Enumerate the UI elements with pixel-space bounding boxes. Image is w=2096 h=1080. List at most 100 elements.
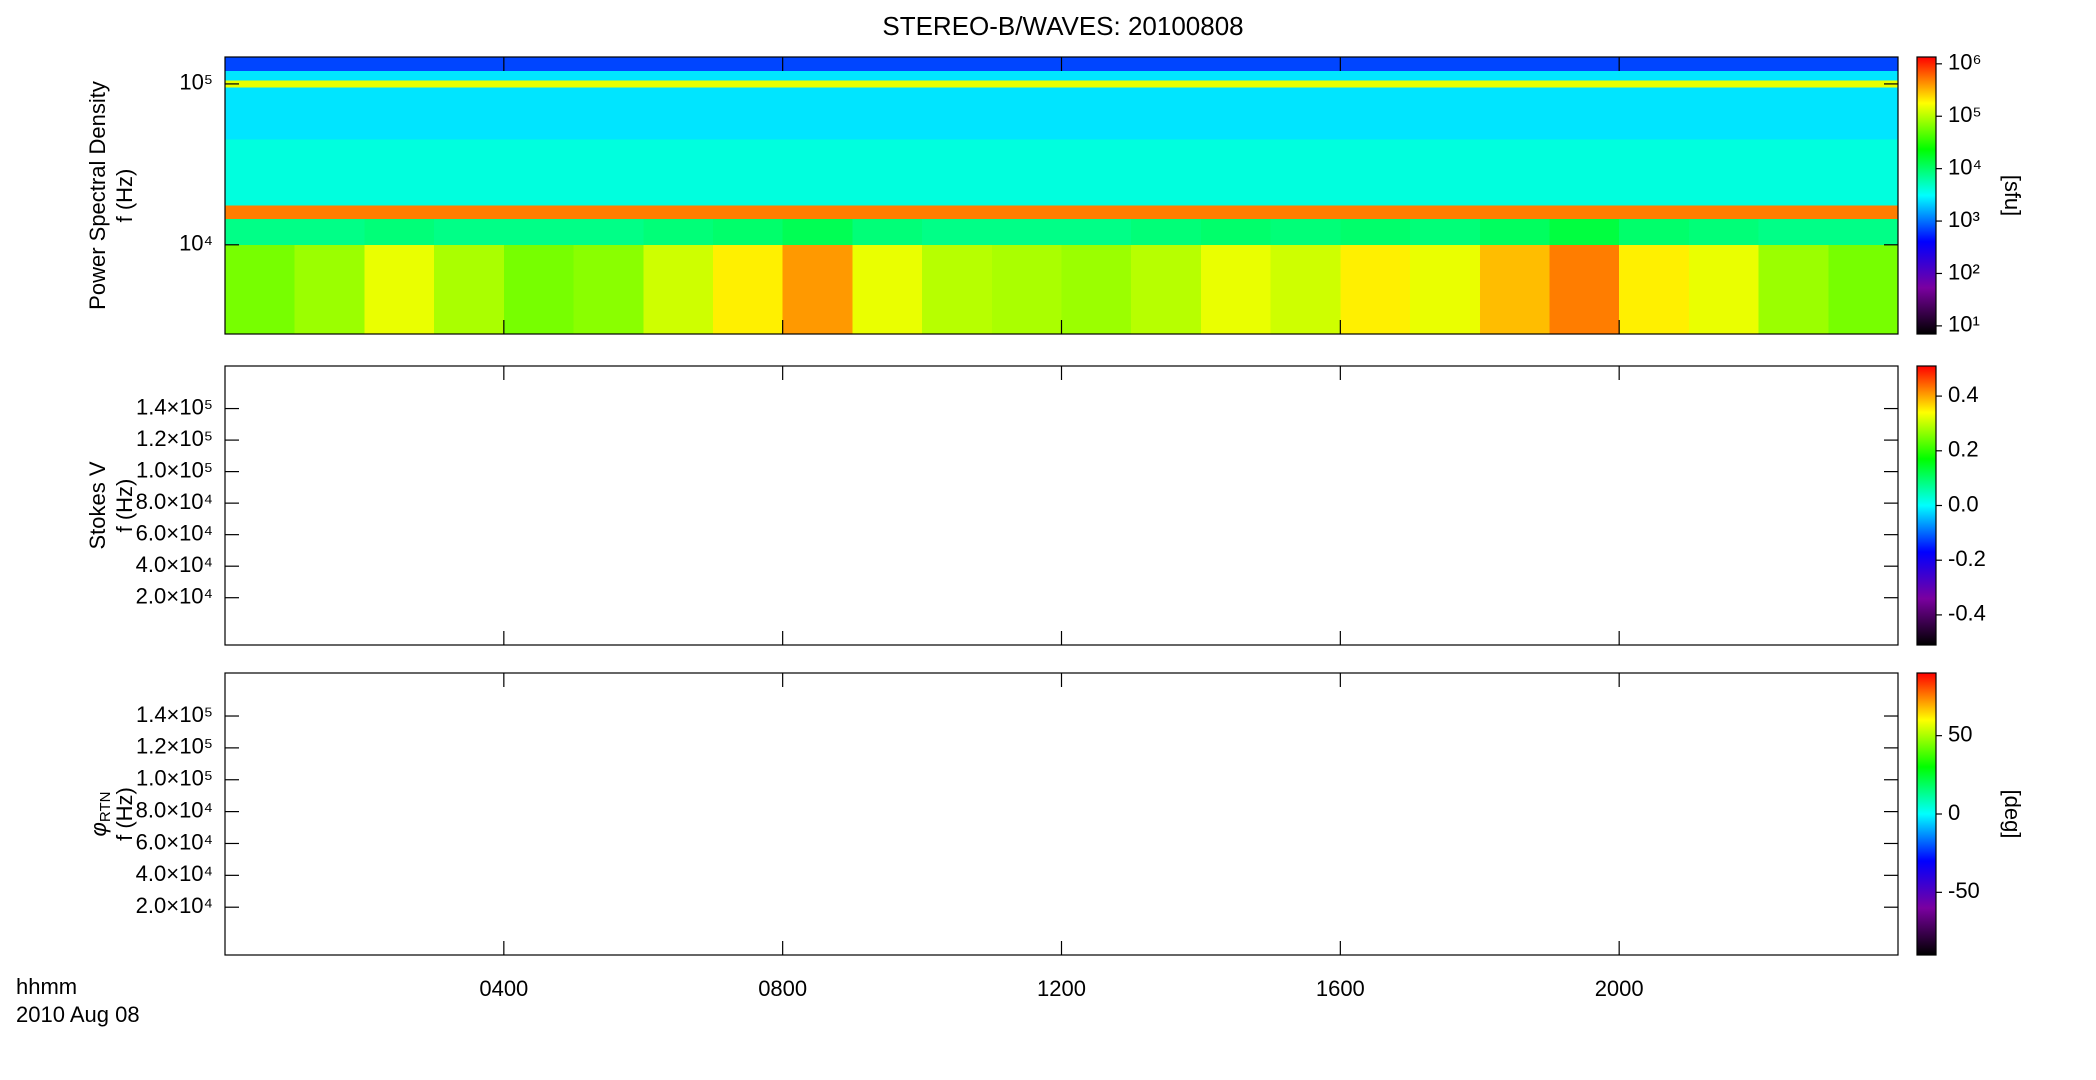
heatmap-cell (573, 71, 644, 81)
heatmap-cell (1410, 87, 1481, 140)
heatmap-cell (573, 244, 644, 334)
y-axis-label: f (Hz) (112, 787, 137, 841)
colorbar-tick-label: -50 (1948, 878, 1980, 903)
heatmap-cell (1688, 71, 1760, 81)
colorbar-tick-label: 10⁶ (1948, 50, 1982, 75)
y-tick-label: 1.4×10⁵ (136, 702, 213, 727)
y-tick-label: 4.0×10⁴ (136, 861, 213, 886)
heatmap-cell (1549, 244, 1620, 334)
heatmap-cell (503, 71, 575, 81)
heatmap-cell (991, 80, 1062, 88)
heatmap-cell (1619, 244, 1690, 334)
heatmap-cell (1688, 80, 1760, 88)
heatmap-cell (1828, 87, 1899, 140)
heatmap-cell (782, 57, 853, 72)
heatmap-cell (1270, 139, 1341, 206)
colorbar (1916, 56, 1937, 335)
heatmap-cell (364, 80, 435, 88)
heatmap-cell (1549, 71, 1620, 81)
heatmap-cell (1061, 57, 1132, 72)
heatmap-cell (1410, 57, 1481, 72)
y-tick-label: 1.4×10⁵ (136, 394, 213, 419)
heatmap-cell (1200, 205, 1272, 219)
heatmap-cell (1340, 244, 1411, 334)
heatmap-cell (712, 218, 784, 245)
heatmap-cell (1479, 80, 1550, 88)
x-tick-label: 2000 (1595, 976, 1644, 1001)
heatmap-cell (1479, 71, 1550, 81)
heatmap-cell (1619, 57, 1690, 72)
heatmap-cell (1619, 80, 1690, 88)
heatmap-cell (1131, 57, 1202, 72)
colorbar-tick-label: 10² (1948, 259, 1980, 284)
heatmap-cell (922, 71, 993, 81)
heatmap-cell (1340, 205, 1411, 219)
heatmap-cell (225, 57, 296, 72)
heatmap-cell (434, 218, 505, 245)
heatmap-cell (712, 87, 784, 140)
heatmap-cell (782, 205, 853, 219)
colorbar-label: [deg] (2000, 790, 2025, 839)
heatmap-cell (1410, 80, 1481, 88)
heatmap-cell (434, 87, 505, 140)
heatmap-cell (225, 205, 296, 219)
heatmap-cell (643, 205, 714, 219)
heatmap-cell (1758, 139, 1829, 206)
heatmap-cell (1688, 244, 1760, 334)
colorbar (1916, 672, 1937, 956)
heatmap-cell (782, 218, 853, 245)
heatmap-cell (643, 87, 714, 140)
heatmap-cell (573, 139, 644, 206)
heatmap-cell (922, 139, 993, 206)
heatmap-cell (712, 244, 784, 334)
colorbar-tick-label: -0.2 (1948, 546, 1986, 571)
heatmap-cell (1688, 205, 1760, 219)
colorbar-tick-label: 0.0 (1948, 491, 1979, 516)
heatmap-cell (503, 218, 575, 245)
colorbar-tick-label: 0 (1948, 800, 1960, 825)
heatmap-cell (1758, 205, 1829, 219)
heatmap-cell (782, 80, 853, 88)
heatmap-cell (1758, 57, 1829, 72)
heatmap-cell (503, 80, 575, 88)
heatmap-cell (1061, 218, 1132, 245)
heatmap-cell (922, 218, 993, 245)
heatmap-cell (294, 71, 365, 81)
heatmap-cell (922, 244, 993, 334)
heatmap-cell (1549, 87, 1620, 140)
heatmap-cell (1200, 244, 1272, 334)
heatmap-cell (1131, 205, 1202, 219)
heatmap-cell (991, 57, 1062, 72)
heatmap-cell (712, 205, 784, 219)
heatmap-cell (991, 205, 1062, 219)
heatmap-cell (503, 87, 575, 140)
heatmap-cell (643, 71, 714, 81)
heatmap-cell (1200, 80, 1272, 88)
heatmap-cell (1061, 87, 1132, 140)
heatmap-cell (1619, 87, 1690, 140)
heatmap-cell (852, 80, 923, 88)
heatmap-cell (1549, 139, 1620, 206)
heatmap-cell (1479, 57, 1550, 72)
heatmap-cell (1270, 87, 1341, 140)
heatmap-cell (1410, 139, 1481, 206)
heatmap-cell (1828, 80, 1899, 88)
heatmap-cell (643, 244, 714, 334)
heatmap-cell (1758, 71, 1829, 81)
heatmap-cell (852, 57, 923, 72)
heatmap-cell (1410, 244, 1481, 334)
y-axis-symbol: φ (86, 822, 111, 836)
colorbar (1916, 365, 1937, 646)
heatmap-cell (782, 139, 853, 206)
heatmap-cell (225, 139, 296, 206)
heatmap-cell (1688, 139, 1760, 206)
heatmap-cell (712, 71, 784, 81)
heatmap-cell (225, 80, 296, 88)
heatmap-cell (852, 139, 923, 206)
colorbar-tick-label: 10⁴ (1948, 154, 1982, 179)
y-tick-label: 2.0×10⁴ (136, 584, 213, 609)
heatmap-cell (573, 218, 644, 245)
heatmap-cell (1828, 139, 1899, 206)
colorbar-tick-label: -0.4 (1948, 601, 1986, 626)
